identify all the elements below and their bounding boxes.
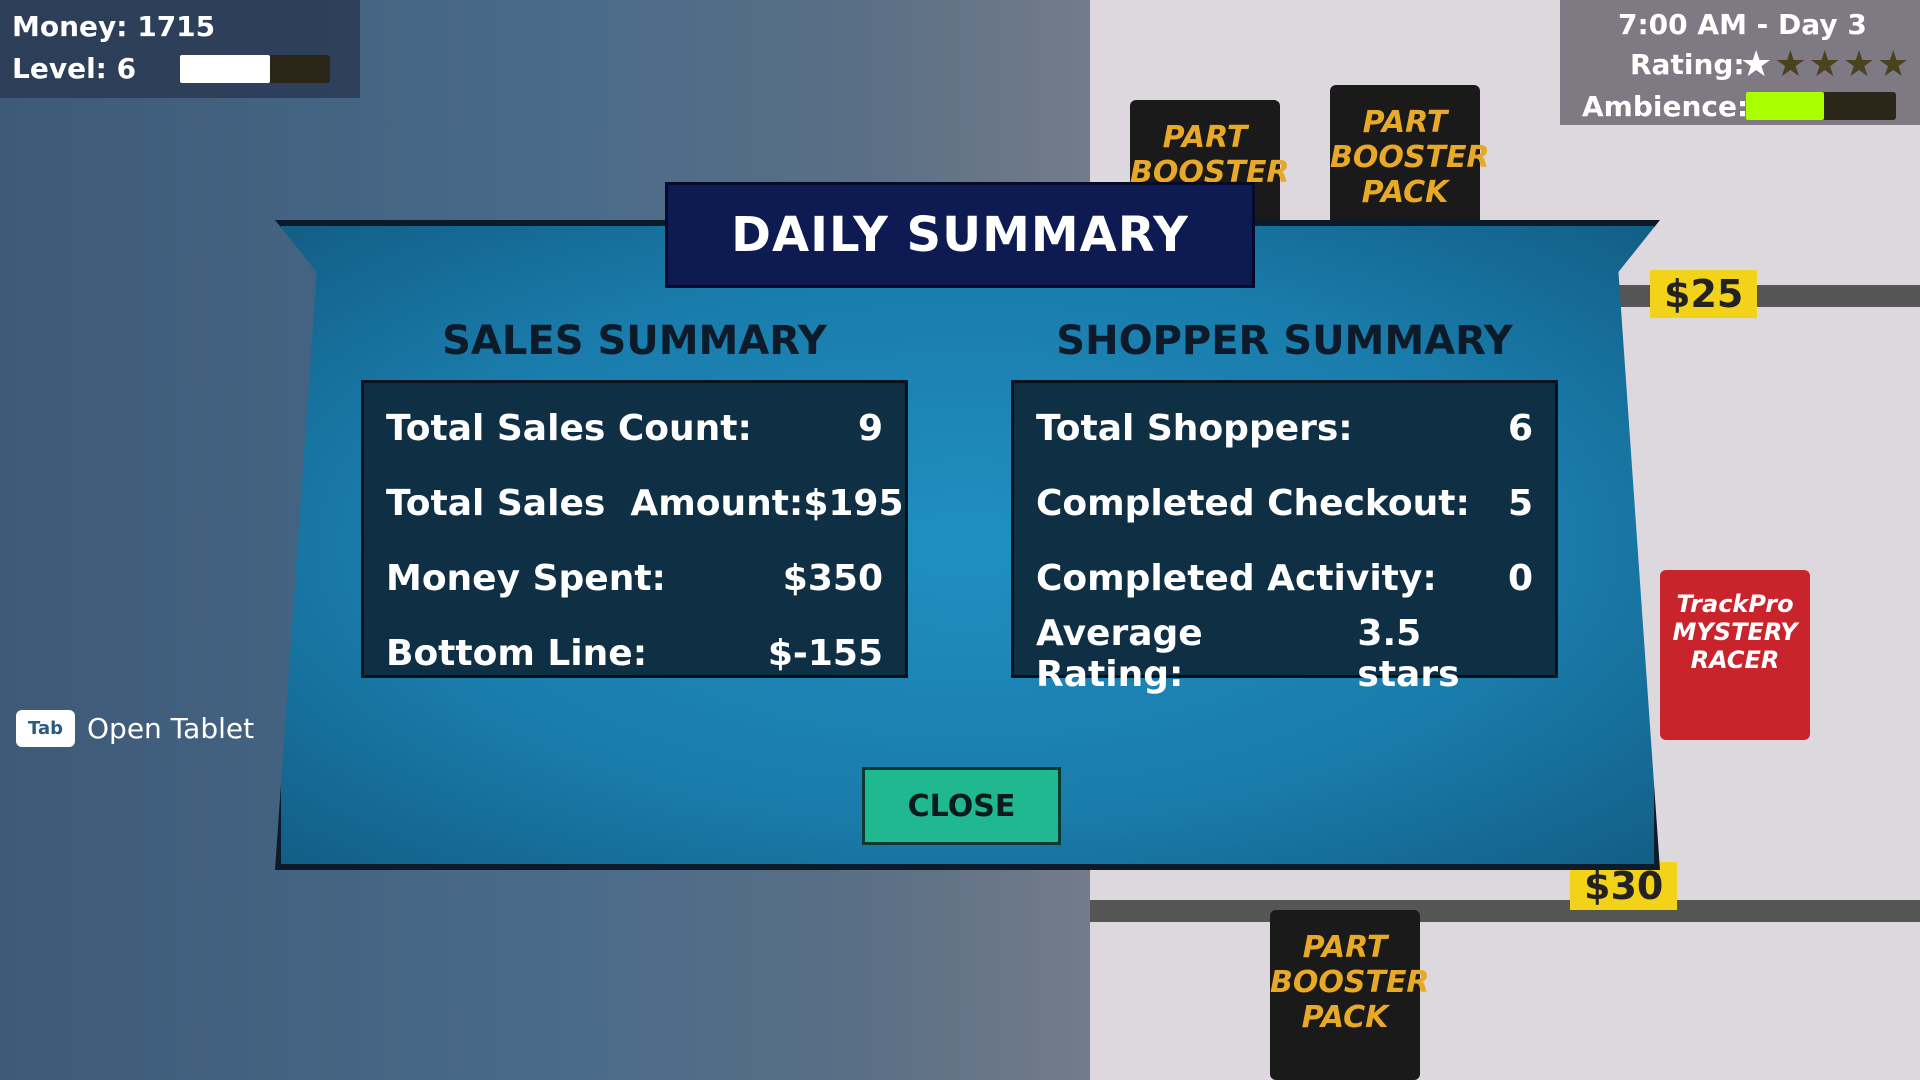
rating-star-icon: ★ — [1808, 44, 1843, 85]
sales-summary-header: SALES SUMMARY — [442, 318, 827, 364]
ambience-label: Ambience: — [1582, 90, 1749, 123]
sales-summary-box: Total Sales Count: 9 Total Sales Amount: $… — [361, 380, 908, 678]
level-progress-fill — [180, 55, 270, 83]
row-label: Money Spent: — [386, 558, 666, 599]
row-label: Completed Activity: — [1036, 558, 1437, 599]
shopper-row: Total Shoppers: 6 — [1036, 391, 1533, 466]
price-tag: $25 — [1650, 270, 1758, 318]
money-readout: Money: 1715 — [12, 10, 216, 43]
row-value: $-155 — [767, 633, 883, 674]
row-label: Total Shoppers: — [1036, 408, 1353, 449]
ambience-fill — [1746, 92, 1824, 120]
rating-star-icon: ★ — [1740, 44, 1775, 85]
row-value: $195 — [803, 483, 904, 524]
shopper-row: Completed Activity: 0 — [1036, 541, 1533, 616]
row-value: 3.5 stars — [1357, 612, 1460, 695]
row-value: 5 — [1507, 483, 1533, 524]
shopper-row: Average Rating: 3.5 stars — [1036, 613, 1533, 695]
sales-row: Total Sales Count: 9 — [386, 391, 883, 466]
level-readout: Level: 6 — [12, 52, 137, 85]
row-label: Bottom Line: — [386, 633, 648, 674]
rating-stars: ★★★★★ — [1740, 44, 1911, 85]
row-label: Completed Checkout: — [1036, 483, 1470, 524]
shelf — [1090, 900, 1920, 922]
price-tag: $30 — [1570, 862, 1678, 910]
row-value: $350 — [782, 558, 883, 599]
close-button[interactable]: CLOSE — [862, 767, 1061, 845]
sales-row: Bottom Line: $-155 — [386, 616, 883, 691]
open-tablet-hint[interactable]: Tab Open Tablet — [16, 710, 254, 747]
rating-star-icon: ★ — [1877, 44, 1912, 85]
sales-row: Money Spent: $350 — [386, 541, 883, 616]
row-value: 6 — [1507, 408, 1533, 449]
rating-star-icon: ★ — [1842, 44, 1878, 85]
row-label: Total Sales Count: — [386, 408, 752, 449]
row-label: Average Rating: — [1036, 612, 1203, 695]
ambience-bar — [1746, 92, 1896, 120]
mystery-racer-box: TrackPro MYSTERY RACER — [1660, 570, 1810, 740]
open-tablet-label: Open Tablet — [87, 712, 255, 745]
dialog-title: DAILY SUMMARY — [665, 182, 1255, 288]
rating-label: Rating: — [1630, 48, 1745, 81]
time-day-readout: 7:00 AM - Day 3 — [1618, 8, 1867, 41]
row-value: 0 — [1507, 558, 1533, 599]
row-label: Total Sales Amount: — [386, 483, 804, 524]
booster-pack: PART BOOSTER PACK — [1270, 910, 1430, 1080]
tab-key-icon: Tab — [16, 710, 75, 747]
level-progress-bar — [180, 55, 330, 83]
shopper-summary-box: Total Shoppers: 6 Completed Checkout: 5 Co… — [1011, 380, 1558, 695]
row-value: 9 — [857, 408, 883, 449]
sales-row: Total Sales Amount: $195 — [386, 466, 904, 541]
rating-star-icon: ★ — [1774, 44, 1809, 85]
shopper-row: Completed Checkout: 5 — [1036, 466, 1533, 541]
shopper-summary-header: SHOPPER SUMMARY — [1056, 318, 1513, 364]
